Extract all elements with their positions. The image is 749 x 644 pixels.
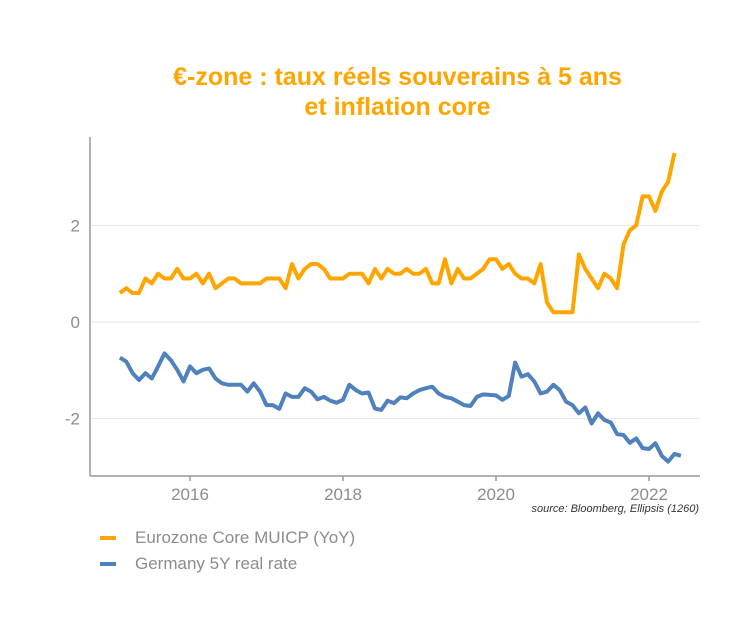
- y-tick-label: 2: [71, 216, 80, 235]
- source-note: source: Bloomberg, Ellipsis (1260): [531, 503, 699, 515]
- series-line-core-inflation: [118, 152, 677, 315]
- legend-item-real-rate: Germany 5Y real rate: [100, 554, 297, 574]
- legend-key-blue: [100, 562, 116, 566]
- legend-item-core-inflation: Eurozone Core MUICP (YoY): [100, 528, 355, 548]
- x-tick-label: 2022: [630, 485, 668, 504]
- x-tick-label: 2018: [324, 485, 362, 504]
- x-tick-label: 2016: [171, 485, 209, 504]
- legend-label: Eurozone Core MUICP (YoY): [135, 528, 356, 547]
- series-line-real-rate: [118, 351, 682, 464]
- y-tick-label: -2: [65, 410, 80, 429]
- y-tick-label: 0: [71, 313, 80, 332]
- chart-title-line-2: et inflation core: [304, 93, 491, 121]
- x-tick-label: 2020: [477, 485, 515, 504]
- legend-key-orange: [100, 536, 116, 540]
- legend-label: Germany 5Y real rate: [135, 554, 298, 573]
- chart-title-line-1: €-zone : taux réels souverains à 5 ans: [173, 63, 622, 91]
- gridlines: [90, 224, 700, 420]
